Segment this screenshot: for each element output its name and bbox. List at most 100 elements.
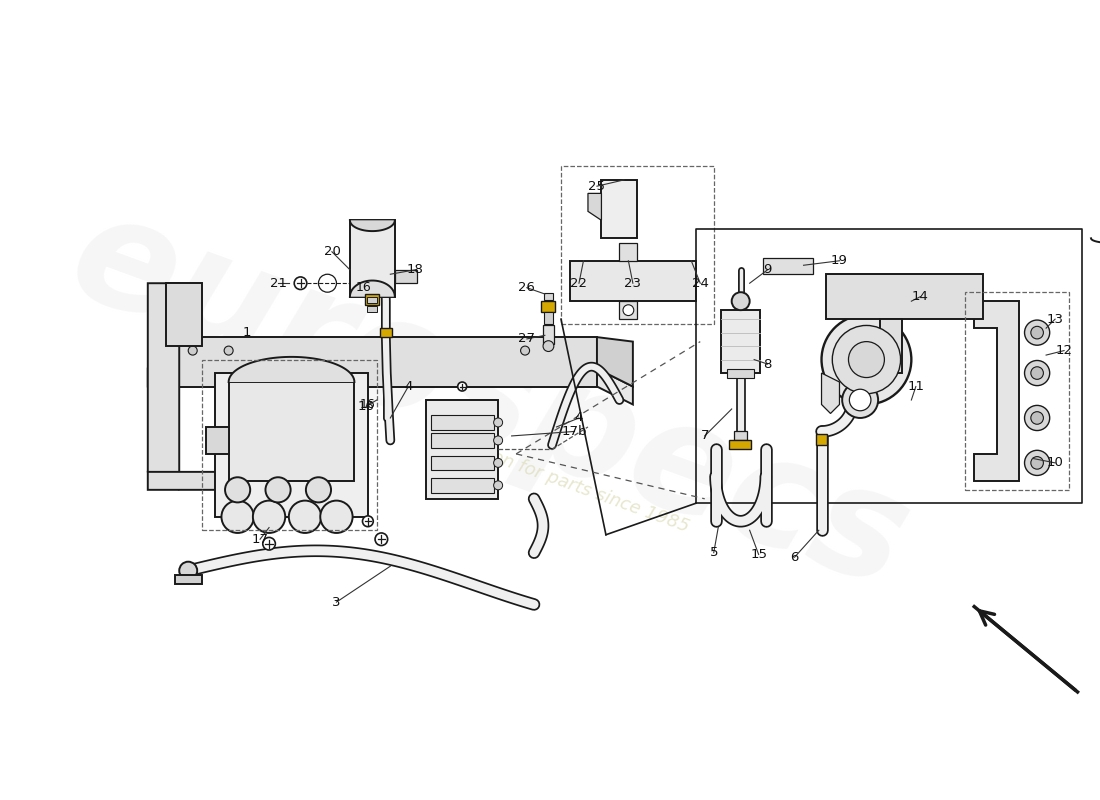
Text: 16: 16 (355, 282, 372, 294)
Circle shape (520, 346, 529, 355)
Circle shape (822, 314, 912, 405)
Bar (543, 293, 553, 300)
Circle shape (363, 516, 373, 526)
Circle shape (289, 501, 321, 533)
Text: 16: 16 (360, 398, 376, 411)
Polygon shape (570, 261, 696, 301)
Text: 25: 25 (588, 180, 605, 193)
Polygon shape (175, 575, 201, 584)
Circle shape (849, 390, 871, 410)
Polygon shape (431, 456, 494, 470)
Polygon shape (147, 369, 632, 405)
Bar (379, 328, 392, 337)
Text: 16: 16 (358, 400, 374, 413)
Polygon shape (206, 427, 229, 454)
Bar (365, 294, 378, 305)
Circle shape (494, 418, 503, 427)
Circle shape (494, 481, 503, 490)
Polygon shape (858, 319, 902, 373)
Circle shape (221, 501, 254, 533)
Text: 1: 1 (242, 326, 251, 339)
Circle shape (458, 382, 466, 391)
Circle shape (623, 305, 634, 315)
Text: 21: 21 (270, 277, 286, 290)
Bar (619, 301, 637, 319)
Polygon shape (431, 478, 494, 493)
Circle shape (224, 346, 233, 355)
Text: 4: 4 (404, 380, 412, 393)
Text: 24: 24 (692, 277, 708, 290)
Text: 3: 3 (332, 596, 341, 609)
Polygon shape (588, 194, 602, 220)
Circle shape (1031, 366, 1044, 379)
Circle shape (1024, 361, 1049, 386)
Text: 9: 9 (763, 263, 772, 276)
Bar (541, 301, 554, 312)
Text: 26: 26 (518, 282, 536, 294)
Text: 8: 8 (763, 358, 772, 370)
Bar (619, 242, 637, 261)
Polygon shape (826, 274, 983, 319)
Text: 6: 6 (791, 550, 799, 564)
Circle shape (253, 501, 285, 533)
Bar (727, 369, 755, 378)
Circle shape (179, 562, 197, 580)
Bar (816, 434, 827, 445)
Circle shape (1024, 320, 1049, 346)
Polygon shape (431, 434, 494, 448)
Text: 27: 27 (518, 333, 536, 346)
Polygon shape (427, 400, 498, 499)
Text: 18: 18 (407, 263, 424, 276)
Text: 12: 12 (1056, 344, 1072, 357)
Bar (735, 431, 747, 441)
Text: 17: 17 (252, 533, 268, 546)
Text: eurospecs: eurospecs (51, 180, 927, 620)
Bar (367, 306, 377, 312)
Circle shape (494, 458, 503, 467)
Text: 4: 4 (575, 411, 583, 425)
Circle shape (265, 478, 290, 502)
Text: 14: 14 (912, 290, 928, 303)
Bar (543, 325, 553, 344)
Circle shape (494, 436, 503, 445)
Bar (350, 220, 395, 297)
Bar (720, 310, 760, 373)
Text: 17b: 17b (562, 425, 587, 438)
Circle shape (848, 342, 884, 378)
Text: 5: 5 (710, 546, 718, 559)
Polygon shape (395, 270, 417, 283)
Circle shape (1031, 326, 1044, 339)
Polygon shape (147, 283, 179, 490)
Bar (602, 180, 637, 238)
Circle shape (320, 501, 353, 533)
Text: a passion for parts since 1985: a passion for parts since 1985 (430, 426, 692, 536)
Bar (543, 312, 553, 324)
Polygon shape (147, 337, 597, 386)
Text: 11: 11 (908, 380, 924, 393)
Circle shape (543, 341, 553, 351)
Circle shape (375, 533, 387, 546)
Text: 15: 15 (750, 548, 767, 561)
Text: 10: 10 (1046, 456, 1064, 470)
Circle shape (306, 478, 331, 502)
Bar (729, 441, 751, 450)
Polygon shape (216, 373, 367, 517)
Polygon shape (147, 472, 251, 503)
Circle shape (732, 292, 750, 310)
Circle shape (1024, 450, 1049, 475)
Bar (367, 297, 377, 303)
Polygon shape (166, 283, 201, 346)
Circle shape (833, 326, 901, 394)
Circle shape (1031, 412, 1044, 424)
Text: 7: 7 (701, 430, 710, 442)
Circle shape (1024, 406, 1049, 430)
Circle shape (226, 478, 250, 502)
Polygon shape (822, 373, 839, 414)
Circle shape (843, 382, 878, 418)
Text: 13: 13 (1046, 313, 1064, 326)
Text: 20: 20 (323, 246, 340, 258)
Polygon shape (431, 415, 494, 430)
Circle shape (188, 346, 197, 355)
Circle shape (294, 277, 307, 290)
Bar (763, 258, 813, 274)
